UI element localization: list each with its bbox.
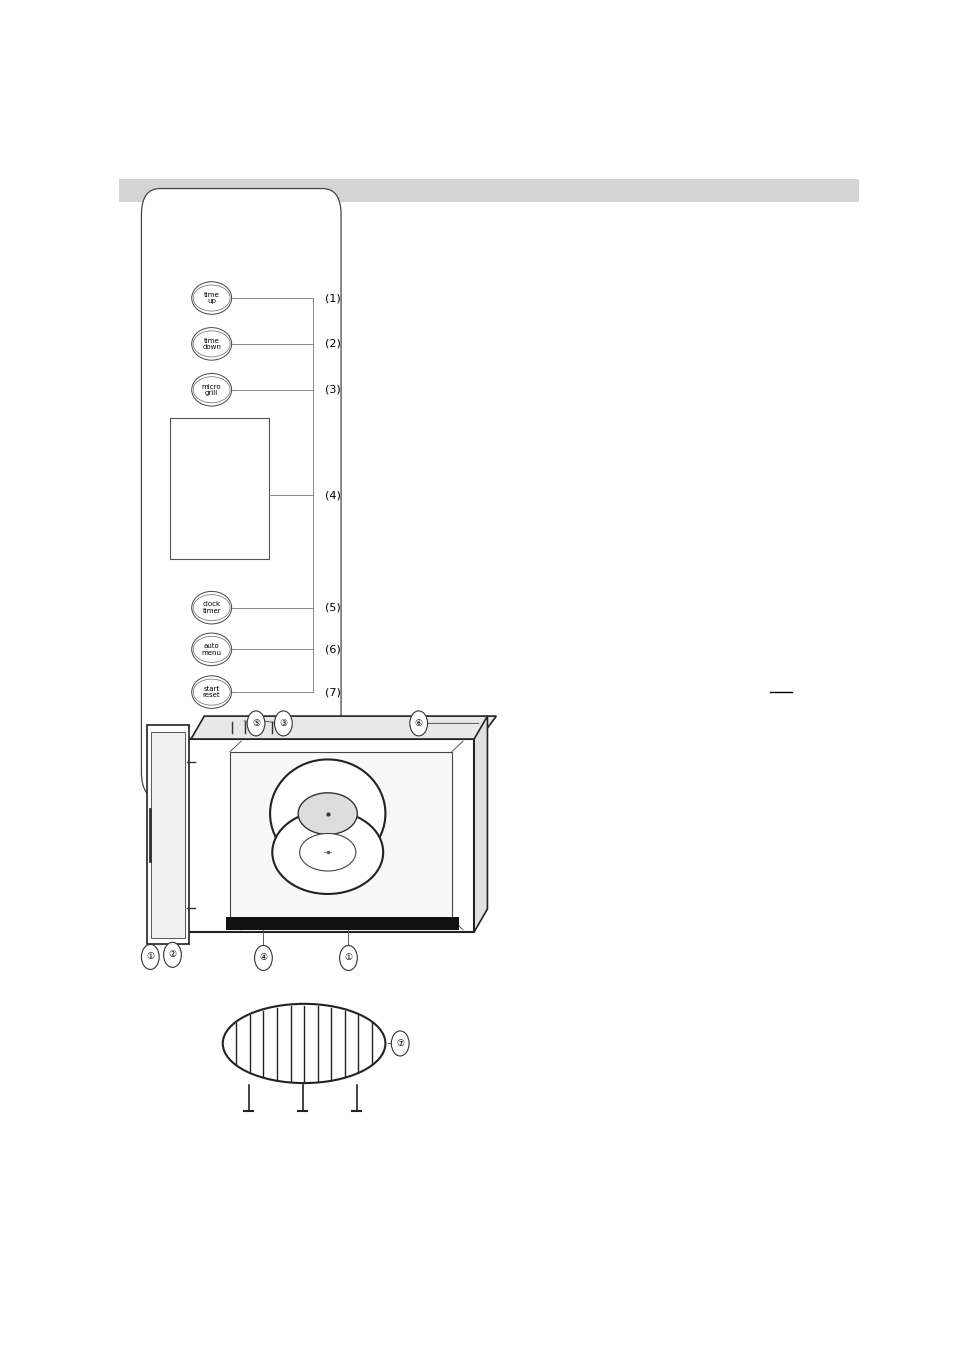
Ellipse shape xyxy=(193,284,230,311)
Bar xyxy=(170,418,269,559)
Bar xyxy=(147,726,190,945)
Text: time
up: time up xyxy=(204,291,219,305)
Ellipse shape xyxy=(270,760,385,868)
Text: (4): (4) xyxy=(324,490,340,501)
Ellipse shape xyxy=(272,811,383,894)
Ellipse shape xyxy=(192,676,232,708)
Text: ⑤: ⑤ xyxy=(252,719,260,728)
Ellipse shape xyxy=(192,592,232,624)
Ellipse shape xyxy=(193,594,230,620)
Text: start
reset: start reset xyxy=(203,686,220,699)
FancyBboxPatch shape xyxy=(141,188,341,799)
Text: clock
timer: clock timer xyxy=(202,601,221,613)
Bar xyxy=(151,731,185,938)
Circle shape xyxy=(247,711,265,737)
Circle shape xyxy=(164,942,181,967)
Ellipse shape xyxy=(299,834,355,871)
Polygon shape xyxy=(474,716,487,932)
Circle shape xyxy=(141,945,159,969)
Circle shape xyxy=(410,711,427,737)
Ellipse shape xyxy=(192,374,232,406)
Text: ①: ① xyxy=(146,952,154,961)
Ellipse shape xyxy=(192,282,232,314)
Text: ③: ③ xyxy=(279,719,287,728)
Text: (7): (7) xyxy=(324,686,340,697)
Ellipse shape xyxy=(192,328,232,360)
Ellipse shape xyxy=(222,1003,385,1083)
Text: auto
menu: auto menu xyxy=(201,643,221,655)
Text: (6): (6) xyxy=(324,645,340,654)
Text: ①: ① xyxy=(344,953,353,963)
Text: ④: ④ xyxy=(259,953,267,963)
Circle shape xyxy=(254,945,272,971)
Text: ⑦: ⑦ xyxy=(395,1039,404,1048)
Text: ②: ② xyxy=(169,951,176,960)
Text: (3): (3) xyxy=(324,385,340,395)
Bar xyxy=(119,179,858,202)
Ellipse shape xyxy=(193,680,230,705)
Ellipse shape xyxy=(193,636,230,662)
Circle shape xyxy=(274,711,292,737)
Circle shape xyxy=(339,945,357,971)
Polygon shape xyxy=(191,716,496,739)
Text: ⑥: ⑥ xyxy=(415,719,422,728)
Ellipse shape xyxy=(192,634,232,666)
Bar xyxy=(230,751,452,919)
Bar xyxy=(226,917,459,930)
Text: (1): (1) xyxy=(324,292,340,303)
Text: time
down: time down xyxy=(202,337,221,351)
Ellipse shape xyxy=(193,376,230,402)
Circle shape xyxy=(391,1030,409,1056)
Bar xyxy=(182,739,474,932)
Text: (5): (5) xyxy=(324,603,340,612)
Ellipse shape xyxy=(298,793,357,834)
Text: micro
grill: micro grill xyxy=(202,383,221,395)
Ellipse shape xyxy=(193,330,230,357)
Text: (2): (2) xyxy=(324,338,340,349)
